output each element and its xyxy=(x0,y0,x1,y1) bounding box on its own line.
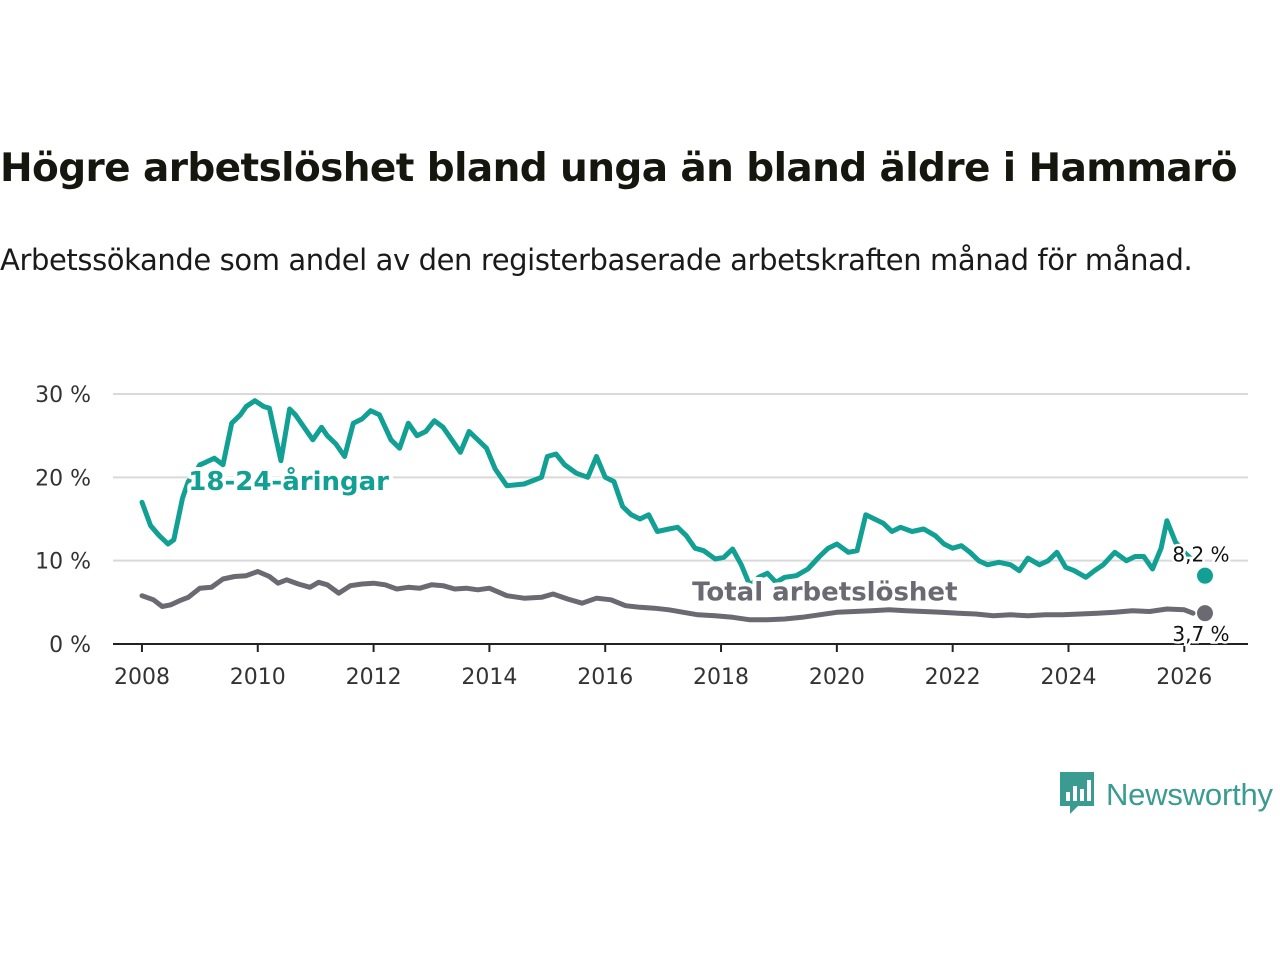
series-line-total xyxy=(139,569,1196,623)
y-tick-label: 10 % xyxy=(35,550,91,575)
y-tick-label: 0 % xyxy=(49,633,91,658)
series-end-dot-youth xyxy=(1196,567,1213,584)
newsworthy-logo-icon xyxy=(1058,770,1098,820)
x-tick-label: 2008 xyxy=(114,665,170,690)
x-tick-label: 2012 xyxy=(346,665,402,690)
series-label-youth: 18-24-åringar xyxy=(188,465,389,497)
x-tick-label: 2026 xyxy=(1156,665,1212,690)
end-value-label-youth: 8,2 % xyxy=(1172,543,1229,567)
x-tick-label: 2024 xyxy=(1040,665,1096,690)
x-tick-label: 2018 xyxy=(693,665,749,690)
x-tick-label: 2020 xyxy=(809,665,865,690)
chart-subtitle: Arbetssökande som andel av den registerb… xyxy=(0,243,1193,277)
newsworthy-logo[interactable]: Newsworthy xyxy=(1058,772,1273,818)
x-tick-label: 2016 xyxy=(577,665,633,690)
series-line-youth xyxy=(139,398,1196,589)
grid-lines xyxy=(113,393,1248,562)
series-label-total: Total arbetslöshet xyxy=(692,578,957,608)
series-labels: 18-24-åringar Total arbetslöshet 8,2 % 3,7 … xyxy=(184,461,1232,649)
axes: 0 % 10 % 20 % 30 % 2008 2010 2012 2014 2016 2018 2… xyxy=(35,383,1248,690)
brand-name: Newsworthy xyxy=(1106,777,1273,812)
y-tick-label: 20 % xyxy=(35,466,91,491)
series-lines xyxy=(139,398,1213,623)
x-tick-label: 2014 xyxy=(461,665,517,690)
x-tick-label: 2010 xyxy=(230,665,286,690)
end-value-label-total: 3,7 % xyxy=(1172,622,1229,646)
chart-title: Högre arbetslöshet bland unga än bland ä… xyxy=(0,146,1238,191)
x-tick-label: 2022 xyxy=(925,665,981,690)
line-chart: 0 % 10 % 20 % 30 % 2008 2010 2012 2014 2016 2018 2… xyxy=(35,383,1248,690)
series-end-dot-total xyxy=(1196,605,1213,622)
y-tick-label: 30 % xyxy=(35,383,91,408)
